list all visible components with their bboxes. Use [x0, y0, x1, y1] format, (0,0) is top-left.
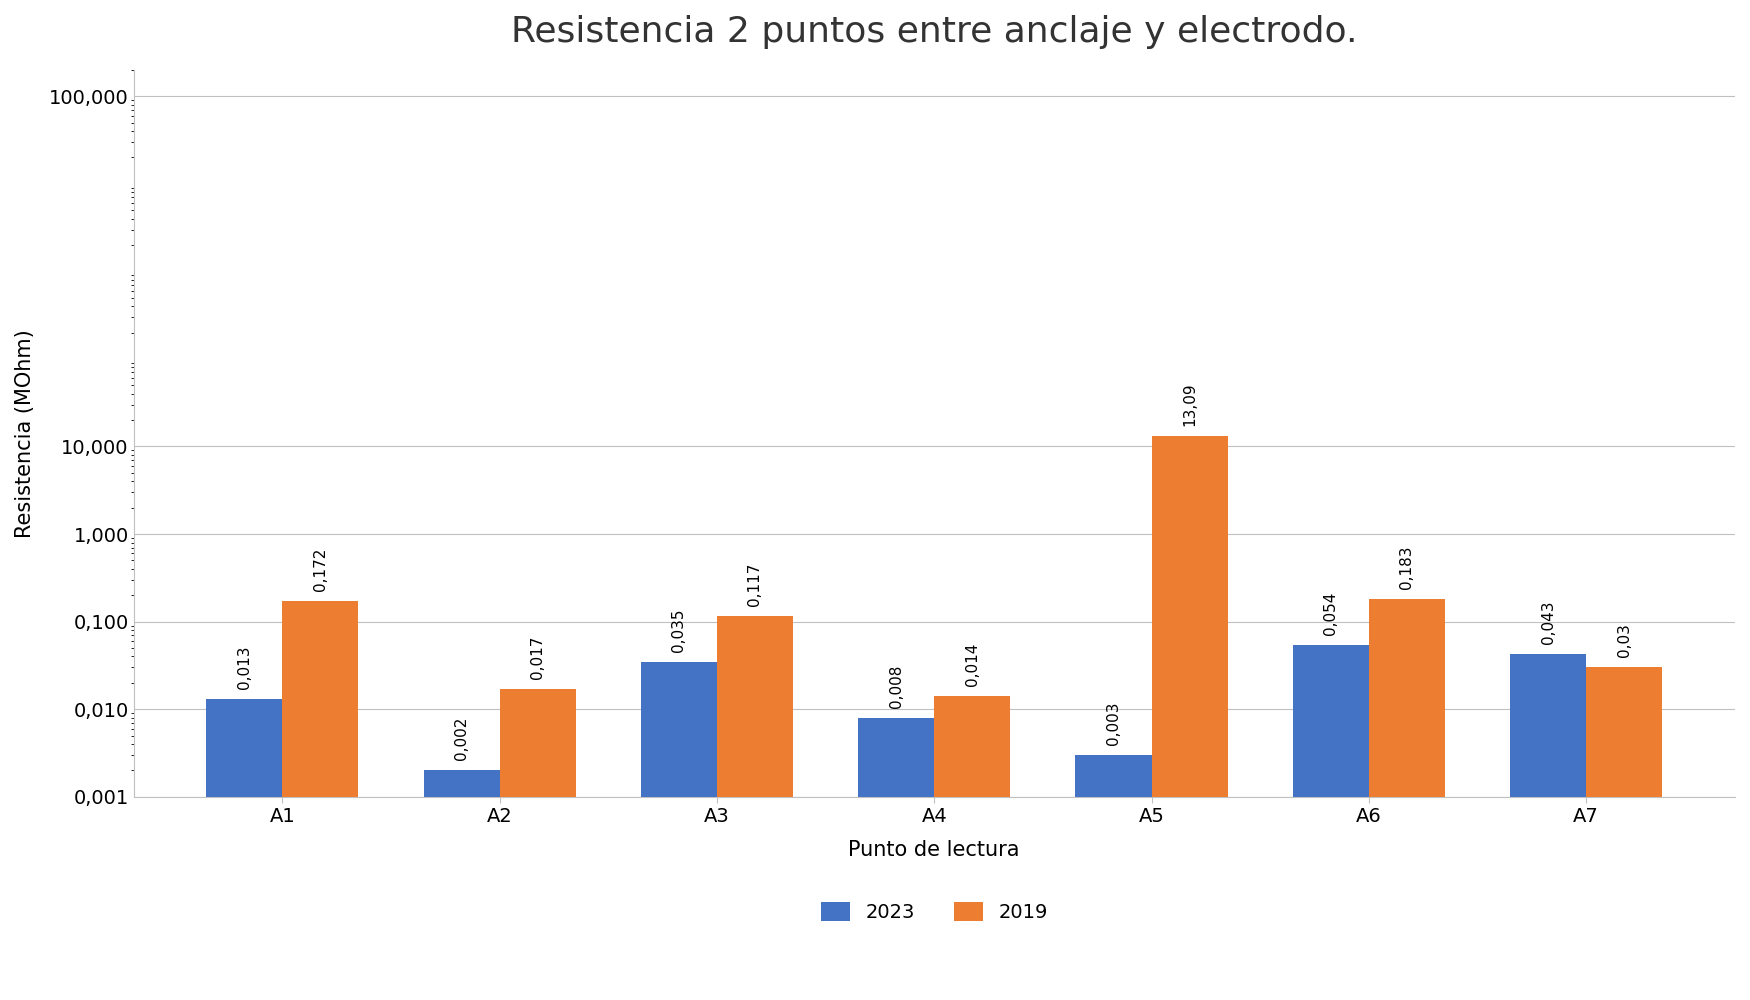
Text: 0,008: 0,008	[889, 664, 903, 708]
X-axis label: Punto de lectura: Punto de lectura	[849, 840, 1020, 860]
Bar	[640, 662, 718, 1000]
Text: 0,002: 0,002	[453, 717, 469, 760]
Text: 0,183: 0,183	[1400, 545, 1414, 589]
Text: 0,003: 0,003	[1106, 702, 1122, 745]
Text: 0,054: 0,054	[1323, 592, 1339, 635]
Text: 0,043: 0,043	[1540, 600, 1556, 644]
Bar	[1510, 654, 1586, 1000]
Y-axis label: Resistencia (MOhm): Resistencia (MOhm)	[16, 329, 35, 538]
Bar	[1368, 599, 1445, 1000]
Text: 0,014: 0,014	[964, 643, 980, 686]
Text: 0,017: 0,017	[530, 636, 546, 679]
Text: 0,035: 0,035	[672, 608, 686, 652]
Bar	[1586, 667, 1662, 1000]
Text: 13,09: 13,09	[1181, 383, 1197, 426]
Bar	[500, 689, 576, 1000]
Bar	[718, 616, 793, 1000]
Title: Resistencia 2 puntos entre anclaje y electrodo.: Resistencia 2 puntos entre anclaje y ele…	[511, 15, 1358, 49]
Bar	[424, 770, 500, 1000]
Text: 0,013: 0,013	[236, 646, 252, 689]
Bar	[1076, 755, 1152, 1000]
Legend: 2023, 2019: 2023, 2019	[814, 894, 1055, 930]
Text: 0,172: 0,172	[313, 548, 327, 591]
Bar	[858, 718, 935, 1000]
Bar	[1152, 436, 1227, 1000]
Bar	[282, 601, 359, 1000]
Bar	[206, 699, 282, 1000]
Text: 0,03: 0,03	[1617, 624, 1631, 657]
Bar	[1293, 645, 1368, 1000]
Bar	[934, 696, 1010, 1000]
Text: 0,117: 0,117	[747, 562, 763, 606]
